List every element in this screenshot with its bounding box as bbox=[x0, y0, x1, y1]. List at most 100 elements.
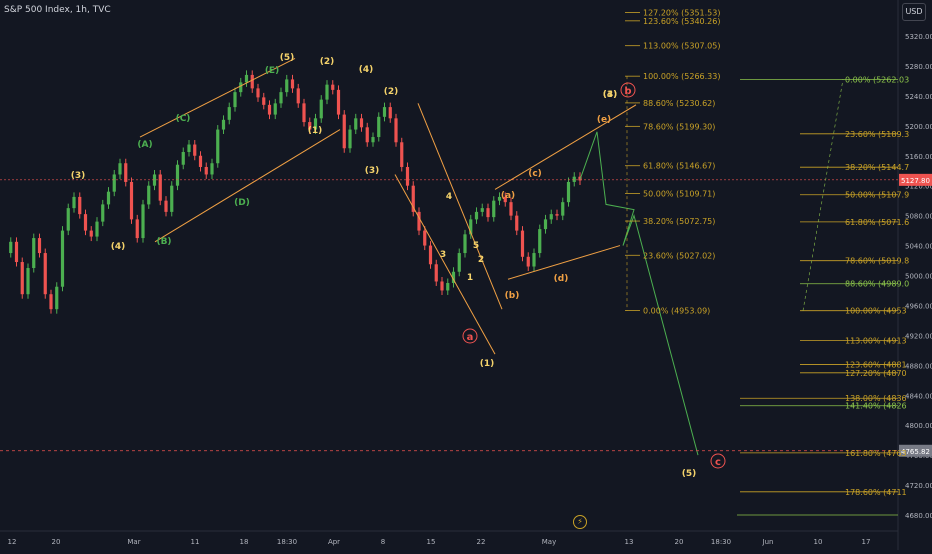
wave-circle bbox=[620, 82, 636, 98]
candle-body bbox=[492, 200, 496, 218]
candle-body bbox=[313, 118, 318, 130]
channel-line bbox=[494, 104, 637, 190]
candle-body bbox=[543, 219, 548, 230]
candle-body bbox=[210, 163, 214, 175]
fib-right-label: 141.40% (4826 bbox=[845, 402, 907, 411]
candle-body bbox=[66, 208, 70, 231]
channel-line bbox=[154, 129, 341, 243]
fib-left-label: 38.20% (5072.75) bbox=[643, 217, 715, 226]
wave-label: 5 bbox=[473, 241, 479, 251]
bolt-icon[interactable]: ⚡ bbox=[573, 515, 587, 529]
y-tick-label: 4920.00 bbox=[905, 332, 932, 340]
candle-body bbox=[216, 129, 220, 164]
wave-label: (E) bbox=[265, 66, 279, 76]
fib-right-label: 78.60% (5019.8 bbox=[845, 257, 909, 266]
candle-body bbox=[446, 282, 450, 291]
wave-label: (5) bbox=[682, 469, 697, 479]
candle-body bbox=[417, 211, 421, 231]
candle-body bbox=[572, 176, 576, 182]
candle-body bbox=[371, 137, 375, 143]
fib-left-label: 123.60% (5340.26) bbox=[643, 17, 720, 26]
fib-right-label: 23.60% (5189.3 bbox=[845, 130, 909, 139]
candle-body bbox=[480, 208, 484, 212]
candle-body bbox=[9, 241, 13, 254]
fib-right-label: 50.00% (5107.9 bbox=[845, 191, 909, 200]
wave-label: (A) bbox=[137, 140, 152, 150]
wave-label: (D) bbox=[234, 198, 250, 208]
candle-body bbox=[37, 238, 42, 254]
candle-body bbox=[20, 262, 24, 295]
candle-body bbox=[49, 294, 53, 310]
y-tick-label: 4720.00 bbox=[905, 482, 932, 490]
candle-body bbox=[147, 185, 151, 205]
candle-body bbox=[129, 181, 134, 220]
candle-body bbox=[319, 99, 323, 119]
wave-label: (b) bbox=[505, 291, 520, 301]
candle-body bbox=[423, 230, 427, 246]
candle-body bbox=[227, 107, 231, 120]
candle-body bbox=[296, 88, 300, 104]
candle-body bbox=[285, 79, 289, 93]
candle-body bbox=[428, 245, 433, 265]
projection-path bbox=[579, 131, 699, 456]
y-tick-label: 4680.00 bbox=[905, 512, 932, 520]
x-tick-label: May bbox=[542, 538, 556, 546]
candle-body bbox=[106, 191, 111, 205]
wave-label: (a) bbox=[501, 191, 515, 201]
x-tick-label: 22 bbox=[477, 538, 486, 546]
candle-body bbox=[250, 74, 254, 89]
candle-body bbox=[308, 122, 312, 130]
candle-body bbox=[509, 202, 513, 216]
wave-label: (1) bbox=[480, 359, 495, 369]
fib-left-label: 0.00% (4953.09) bbox=[643, 307, 710, 316]
candle-body bbox=[43, 253, 47, 295]
candle-body bbox=[95, 221, 99, 237]
x-tick-label: Jun bbox=[762, 538, 774, 546]
y-tick-label: 5080.00 bbox=[905, 213, 932, 221]
candle-body bbox=[538, 229, 542, 254]
currency-button[interactable]: USD bbox=[902, 3, 926, 21]
candle-body bbox=[503, 196, 507, 203]
x-tick-label: 12 bbox=[8, 538, 17, 546]
candle-body bbox=[382, 107, 387, 117]
candle-body bbox=[463, 234, 467, 254]
candle-body bbox=[233, 92, 237, 108]
wave-label: 3 bbox=[440, 250, 446, 260]
fib-left-label: 88.60% (5230.62) bbox=[643, 99, 715, 108]
current-price-label: 5127.80 bbox=[901, 177, 930, 185]
candle-body bbox=[474, 211, 479, 220]
candle-body bbox=[325, 84, 329, 100]
candle-body bbox=[555, 214, 559, 216]
wave-label: (d) bbox=[554, 274, 569, 284]
candle-body bbox=[440, 281, 444, 291]
y-tick-label: 4960.00 bbox=[905, 302, 932, 310]
y-tick-label: 5040.00 bbox=[905, 243, 932, 251]
y-tick-label: 4880.00 bbox=[905, 362, 932, 370]
candle-body bbox=[526, 256, 530, 267]
candle-body bbox=[394, 118, 398, 143]
candle-body bbox=[244, 74, 249, 83]
candle-body bbox=[198, 155, 203, 167]
wave-circle bbox=[710, 453, 726, 469]
fib-left-label: 23.60% (5027.02) bbox=[643, 251, 715, 260]
candle-body bbox=[451, 271, 456, 283]
channel-line bbox=[417, 103, 503, 310]
candle-body bbox=[434, 264, 438, 282]
x-tick-label: Mar bbox=[127, 538, 140, 546]
fib-right-label: 178.60% (4711 bbox=[845, 488, 907, 497]
wave-label: (2) bbox=[384, 87, 399, 97]
candle-body bbox=[135, 219, 139, 239]
wave-label: b bbox=[624, 86, 631, 97]
fib-right-label: 61.80% (5071.6 bbox=[845, 218, 909, 227]
fib-left-label: 100.00% (5266.33) bbox=[643, 72, 720, 81]
candle-body bbox=[239, 82, 243, 93]
fib-left-label: 78.60% (5199.30) bbox=[643, 122, 715, 131]
current-price-badge bbox=[899, 173, 932, 186]
candle-body bbox=[359, 118, 364, 128]
candle-body bbox=[60, 230, 65, 287]
candle-body bbox=[348, 129, 352, 149]
candle-body bbox=[405, 166, 410, 186]
candle-body bbox=[112, 174, 116, 192]
